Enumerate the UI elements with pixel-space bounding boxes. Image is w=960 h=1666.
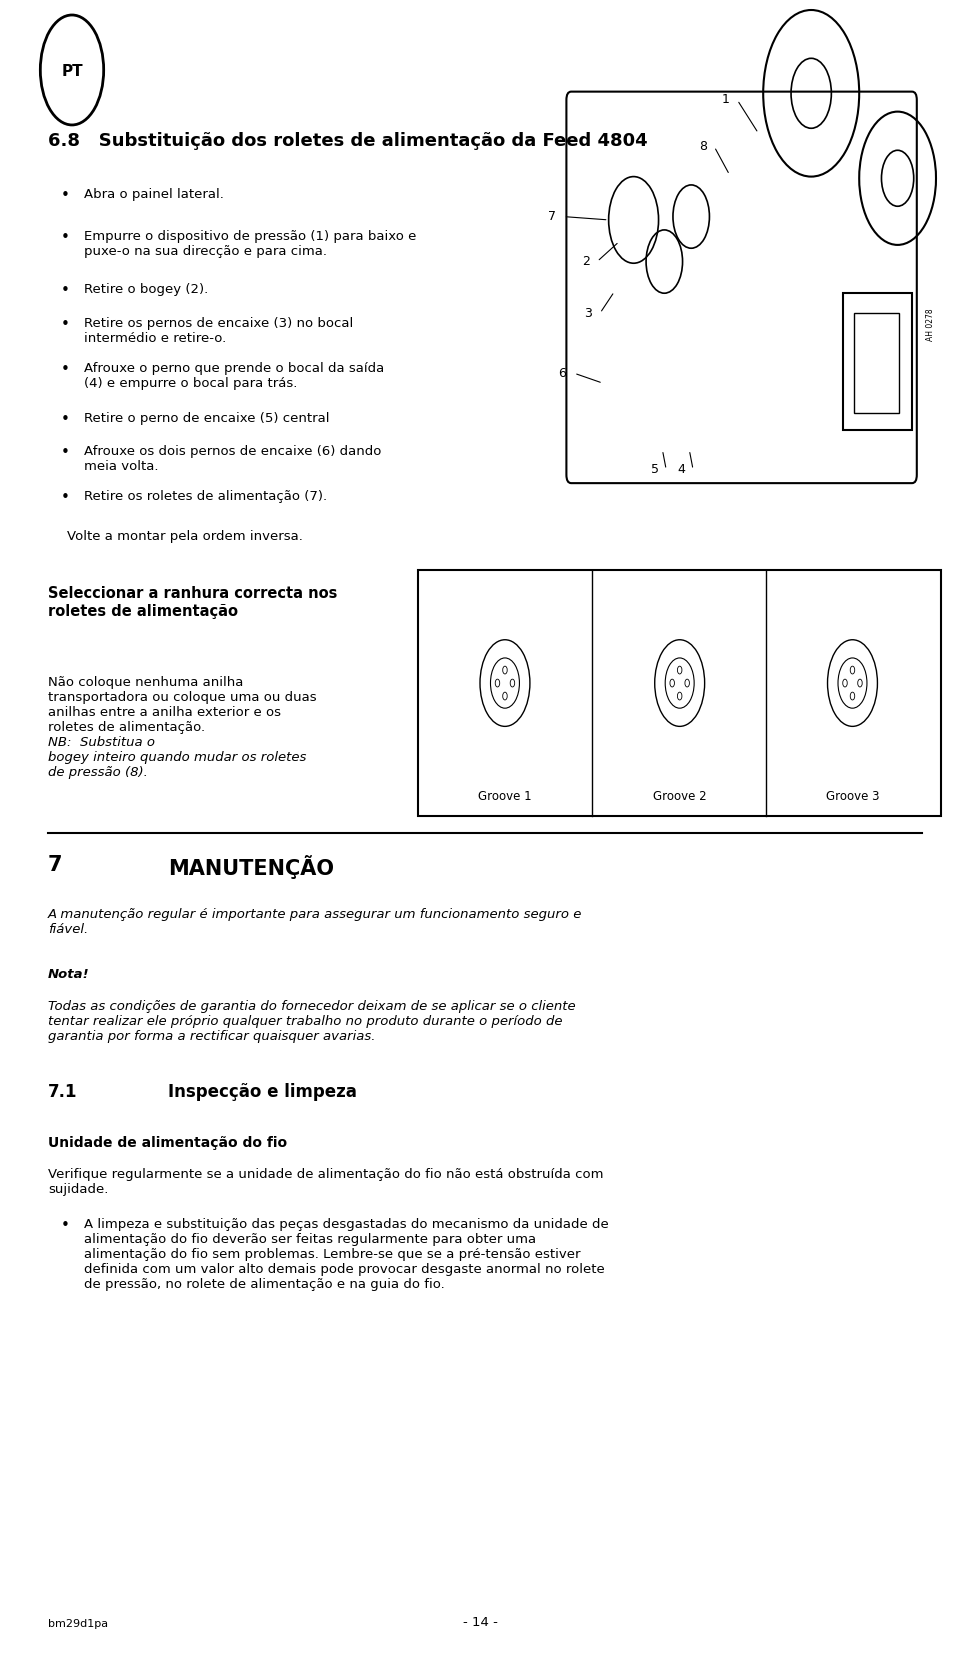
Text: •: • (60, 362, 70, 377)
Bar (854, 313, 899, 413)
Text: 6: 6 (559, 367, 566, 380)
Text: 7: 7 (48, 855, 62, 875)
Text: 8: 8 (699, 140, 707, 153)
Text: PT: PT (61, 63, 83, 80)
Text: •: • (60, 412, 70, 426)
Text: Volte a montar pela ordem inversa.: Volte a montar pela ordem inversa. (67, 530, 303, 543)
Text: 2: 2 (582, 255, 589, 268)
Text: Unidade de alimentação do fio: Unidade de alimentação do fio (48, 1136, 287, 1150)
Text: Afrouxe os dois pernos de encaixe (6) dando
meia volta.: Afrouxe os dois pernos de encaixe (6) da… (84, 445, 382, 473)
Text: Retire os roletes de alimentação (7).: Retire os roletes de alimentação (7). (84, 490, 327, 503)
Text: NB:  Substitua o
bogey inteiro quando mudar os roletes
de pressão (8).: NB: Substitua o bogey inteiro quando mud… (48, 736, 306, 780)
Text: Empurre o dispositivo de pressão (1) para baixo e
puxe-o na sua direcção e para : Empurre o dispositivo de pressão (1) par… (84, 230, 417, 258)
Text: Seleccionar a ranhura correcta nos
roletes de alimentação: Seleccionar a ranhura correcta nos rolet… (48, 586, 337, 618)
Text: Afrouxe o perno que prende o bocal da saída
(4) e empurre o bocal para trás.: Afrouxe o perno que prende o bocal da sa… (84, 362, 385, 390)
Text: 1: 1 (722, 93, 730, 107)
Text: 4: 4 (678, 463, 685, 476)
Text: 7.1: 7.1 (48, 1083, 78, 1101)
Text: •: • (60, 317, 70, 332)
Text: 5: 5 (651, 463, 659, 476)
Text: - 14 -: - 14 - (463, 1616, 497, 1629)
Text: Retire os pernos de encaixe (3) no bocal
intermédio e retire-o.: Retire os pernos de encaixe (3) no bocal… (84, 317, 353, 345)
Text: bm29d1pa: bm29d1pa (48, 1619, 108, 1629)
Text: Groove 2: Groove 2 (653, 790, 707, 803)
Text: Groove 3: Groove 3 (826, 790, 879, 803)
Text: 6.8   Substituição dos roletes de alimentação da Feed 4804: 6.8 Substituição dos roletes de alimenta… (48, 132, 648, 150)
Text: •: • (60, 1218, 70, 1233)
Bar (418, 570, 941, 816)
Text: Retire o perno de encaixe (5) central: Retire o perno de encaixe (5) central (84, 412, 330, 425)
Text: Abra o painel lateral.: Abra o painel lateral. (84, 188, 225, 202)
Text: Nota!: Nota! (48, 968, 89, 981)
Text: •: • (60, 188, 70, 203)
Text: •: • (60, 490, 70, 505)
Text: •: • (60, 283, 70, 298)
Text: •: • (60, 230, 70, 245)
Text: A manutenção regular é importante para assegurar um funcionamento seguro e
fiáve: A manutenção regular é importante para a… (48, 908, 583, 936)
Text: Verifique regularmente se a unidade de alimentação do fio não está obstruída com: Verifique regularmente se a unidade de a… (48, 1168, 604, 1196)
Bar (843, 293, 912, 430)
Text: Todas as condições de garantia do fornecedor deixam de se aplicar se o cliente
t: Todas as condições de garantia do fornec… (48, 1000, 576, 1043)
Text: AH 0278: AH 0278 (925, 308, 935, 342)
Text: 3: 3 (585, 307, 592, 320)
Text: 7: 7 (548, 210, 556, 223)
Text: MANUTENÇÃO: MANUTENÇÃO (168, 855, 334, 878)
Text: Retire o bogey (2).: Retire o bogey (2). (84, 283, 208, 297)
Text: Não coloque nenhuma anilha
transportadora ou coloque uma ou duas
anilhas entre a: Não coloque nenhuma anilha transportador… (48, 676, 317, 735)
Text: •: • (60, 445, 70, 460)
Text: Inspecção e limpeza: Inspecção e limpeza (168, 1083, 357, 1101)
Text: Groove 1: Groove 1 (478, 790, 532, 803)
Text: A limpeza e substituição das peças desgastadas do mecanismo da unidade de
alimen: A limpeza e substituição das peças desga… (84, 1218, 610, 1291)
